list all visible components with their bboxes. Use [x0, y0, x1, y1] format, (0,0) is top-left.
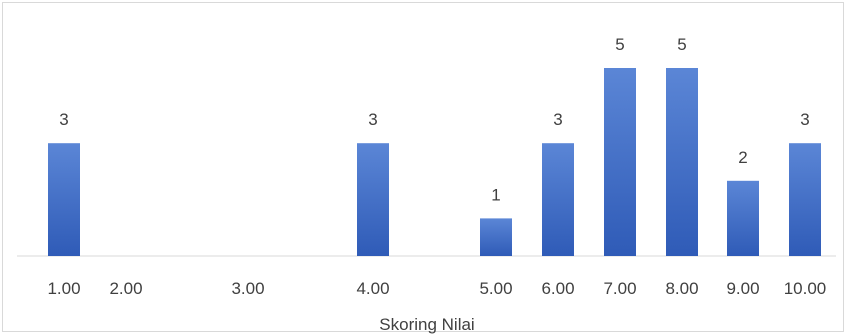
data-label-4.00: 3: [368, 110, 377, 129]
x-tick-label-4.00: 4.00: [356, 279, 389, 298]
bar-5.00: [480, 218, 512, 256]
x-tick-label-9.00: 9.00: [726, 279, 759, 298]
bar-7.00: [604, 68, 636, 256]
bar-9.00: [727, 180, 759, 256]
data-label-5.00: 1: [491, 185, 500, 204]
x-tick-label-10.00: 10.00: [784, 279, 827, 298]
data-label-8.00: 5: [677, 35, 686, 54]
x-tick-label-1.00: 1.00: [47, 279, 80, 298]
data-label-10.00: 3: [800, 110, 809, 129]
chart-frame: [2, 2, 844, 332]
data-label-9.00: 2: [738, 148, 747, 167]
data-label-7.00: 5: [615, 35, 624, 54]
bar-6.00: [542, 143, 574, 256]
data-label-1.00: 3: [59, 110, 68, 129]
x-tick-label-8.00: 8.00: [665, 279, 698, 298]
x-tick-label-3.00: 3.00: [231, 279, 264, 298]
bar-10.00: [789, 143, 821, 256]
x-axis-title: Skoring Nilai: [379, 315, 474, 334]
x-tick-label-7.00: 7.00: [603, 279, 636, 298]
x-tick-label-5.00: 5.00: [479, 279, 512, 298]
bar-4.00: [357, 143, 389, 256]
x-tick-label-2.00: 2.00: [109, 279, 142, 298]
x-tick-label-6.00: 6.00: [541, 279, 574, 298]
bar-8.00: [666, 68, 698, 256]
data-label-6.00: 3: [553, 110, 562, 129]
bar-1.00: [48, 143, 80, 256]
